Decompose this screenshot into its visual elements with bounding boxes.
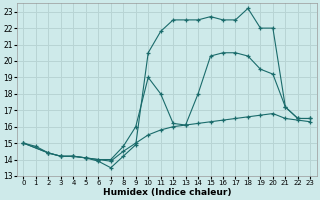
X-axis label: Humidex (Indice chaleur): Humidex (Indice chaleur) bbox=[103, 188, 231, 197]
